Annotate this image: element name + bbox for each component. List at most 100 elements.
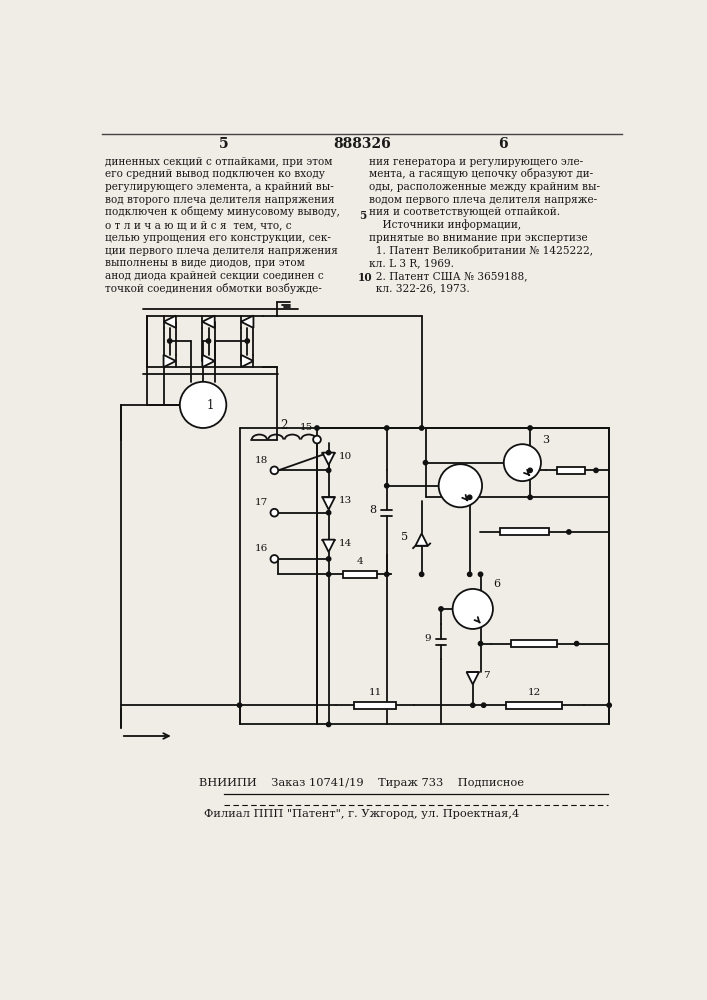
Bar (506, 702, 561, 709)
Polygon shape (163, 316, 176, 328)
Polygon shape (467, 672, 479, 684)
Text: его средний вывод подключен ко входу: его средний вывод подключен ко входу (105, 169, 325, 179)
Circle shape (168, 339, 172, 343)
Circle shape (481, 703, 486, 707)
Circle shape (327, 450, 331, 455)
Text: 888326: 888326 (333, 137, 391, 151)
Text: выполнены в виде диодов, при этом: выполнены в виде диодов, при этом (105, 258, 305, 268)
Text: 5: 5 (219, 137, 229, 151)
Text: 2: 2 (280, 419, 287, 432)
Text: 15: 15 (300, 423, 313, 432)
Circle shape (528, 495, 532, 499)
Bar (557, 467, 585, 474)
Text: 5: 5 (401, 532, 408, 542)
Text: кл. L 3 R, 1969.: кл. L 3 R, 1969. (369, 258, 454, 268)
Circle shape (245, 339, 250, 343)
Text: 18: 18 (255, 456, 268, 465)
Circle shape (607, 703, 612, 707)
Text: 5: 5 (359, 210, 366, 221)
Text: ции первого плеча делителя напряжения: ции первого плеча делителя напряжения (105, 246, 339, 256)
Circle shape (452, 589, 493, 629)
Circle shape (271, 466, 279, 474)
Circle shape (504, 444, 541, 481)
Text: вод второго плеча делителя напряжения: вод второго плеча делителя напряжения (105, 195, 335, 205)
Circle shape (419, 572, 423, 576)
Polygon shape (241, 355, 253, 367)
Circle shape (419, 426, 423, 430)
Circle shape (238, 703, 242, 707)
Polygon shape (163, 355, 176, 367)
Text: ВНИИПИ    Заказ 10741/19    Тираж 733    Подписное: ВНИИПИ Заказ 10741/19 Тираж 733 Подписно… (199, 778, 525, 788)
Text: точкой соединения обмотки возбужде-: точкой соединения обмотки возбужде- (105, 283, 322, 294)
Text: мента, а гасящую цепочку образуют ди-: мента, а гасящую цепочку образуют ди- (369, 168, 593, 179)
Text: диненных секций с отпайками, при этом: диненных секций с отпайками, при этом (105, 157, 333, 167)
Text: 10: 10 (339, 452, 352, 461)
Text: 17: 17 (255, 498, 268, 507)
Text: 6: 6 (498, 137, 508, 151)
Circle shape (467, 495, 472, 499)
Circle shape (206, 339, 211, 343)
Polygon shape (202, 316, 215, 328)
Bar (343, 571, 377, 578)
Text: ния генератора и регулирующего эле-: ния генератора и регулирующего эле- (369, 157, 583, 167)
Circle shape (479, 572, 483, 576)
Text: 12: 12 (527, 688, 541, 697)
Bar (354, 702, 397, 709)
Text: 3: 3 (542, 435, 549, 445)
Circle shape (439, 607, 443, 611)
Circle shape (327, 557, 331, 561)
Circle shape (467, 572, 472, 576)
Circle shape (479, 641, 483, 646)
Polygon shape (322, 453, 335, 465)
Circle shape (271, 555, 279, 563)
Text: 13: 13 (339, 496, 352, 505)
Text: 2. Патент США № 3659188,: 2. Патент США № 3659188, (369, 271, 527, 281)
Text: кл. 322-26, 1973.: кл. 322-26, 1973. (369, 284, 469, 294)
Circle shape (327, 722, 331, 727)
Bar (510, 640, 557, 647)
Text: 9: 9 (424, 634, 431, 643)
Polygon shape (416, 533, 428, 546)
Text: регулирующего элемента, а крайний вы-: регулирующего элемента, а крайний вы- (105, 182, 334, 192)
Circle shape (385, 484, 389, 488)
Text: 8: 8 (369, 505, 376, 515)
Circle shape (575, 641, 579, 646)
Text: Источники информации,: Источники информации, (369, 219, 521, 230)
Text: 14: 14 (339, 539, 352, 548)
Polygon shape (202, 355, 215, 367)
Text: 7: 7 (483, 671, 489, 680)
Polygon shape (241, 316, 253, 328)
Text: 10: 10 (357, 272, 372, 283)
Text: Филиал ППП "Патент", г. Ужгород, ул. Проектная,4: Филиал ППП "Патент", г. Ужгород, ул. Про… (204, 809, 520, 819)
Text: 1. Патент Великобритании № 1425222,: 1. Патент Великобритании № 1425222, (369, 245, 593, 256)
Text: о т л и ч а ю щ и й с я  тем, что, с: о т л и ч а ю щ и й с я тем, что, с (105, 220, 292, 230)
Text: анод диода крайней секции соединен с: анод диода крайней секции соединен с (105, 271, 325, 281)
Circle shape (313, 436, 321, 443)
Text: 16: 16 (255, 544, 268, 553)
Circle shape (271, 509, 279, 517)
Text: целью упрощения его конструкции, сек-: целью упрощения его конструкции, сек- (105, 233, 332, 243)
Text: подключен к общему минусовому выводу,: подключен к общему минусовому выводу, (105, 206, 340, 217)
Circle shape (385, 572, 389, 576)
Circle shape (528, 468, 532, 473)
Text: 6: 6 (493, 579, 501, 589)
Bar (500, 528, 549, 535)
Circle shape (327, 468, 331, 473)
Circle shape (180, 382, 226, 428)
Circle shape (471, 703, 475, 707)
Circle shape (528, 426, 532, 430)
Polygon shape (322, 540, 335, 552)
Text: ния и соответствующей отпайкой.: ния и соответствующей отпайкой. (369, 207, 560, 217)
Circle shape (567, 530, 571, 534)
Text: 4: 4 (356, 557, 363, 566)
Circle shape (315, 426, 319, 430)
Circle shape (327, 572, 331, 576)
Circle shape (594, 468, 598, 473)
Text: оды, расположенные между крайним вы-: оды, расположенные между крайним вы- (369, 182, 600, 192)
Circle shape (327, 511, 331, 515)
Text: 11: 11 (368, 688, 382, 697)
Circle shape (438, 464, 482, 507)
Circle shape (385, 426, 389, 430)
Text: 1: 1 (207, 399, 214, 412)
Text: водом первого плеча делителя напряже-: водом первого плеча делителя напряже- (369, 195, 597, 205)
